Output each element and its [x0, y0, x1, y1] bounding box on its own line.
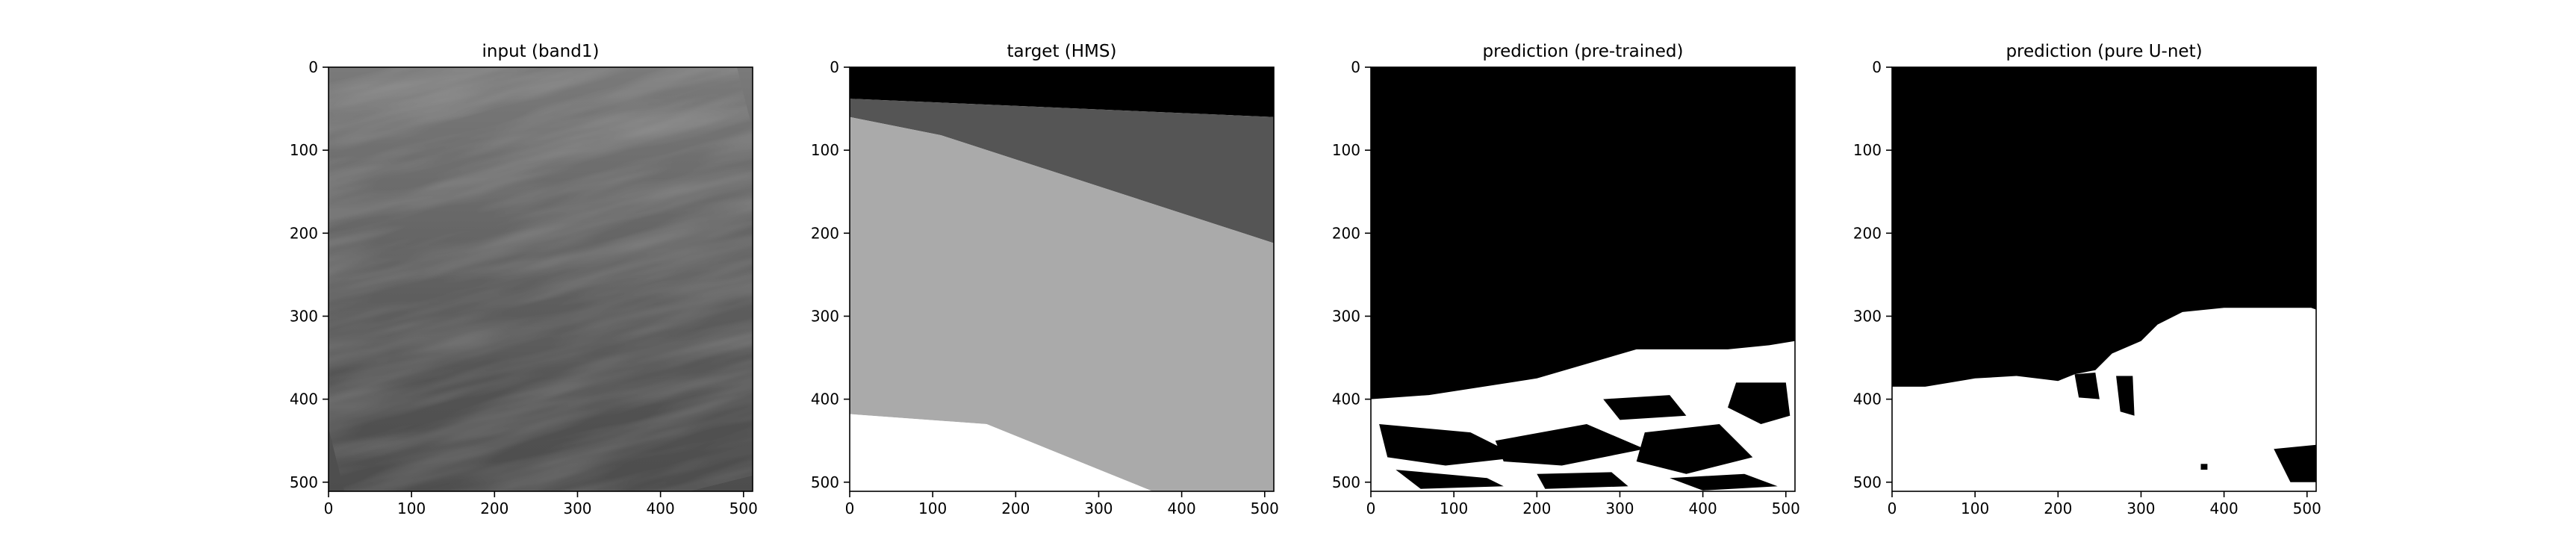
image-area	[1892, 67, 2316, 491]
x-tick-label: 200	[1001, 500, 1030, 517]
x-tick-label: 300	[1605, 500, 1634, 517]
y-tick-label: 300	[290, 307, 318, 325]
panel-target: target (HMS) 0 100 200 300 400 500 0 100 200 300 4…	[811, 42, 1279, 517]
mask-blob-dark	[1495, 424, 1645, 466]
mask-blob-dark	[1670, 473, 1778, 491]
x-tick-label: 100	[918, 500, 947, 517]
panel-title: prediction (pre-trained)	[1483, 42, 1684, 61]
mask-blob-dark	[1636, 424, 1753, 474]
mask-blob-dark	[1537, 472, 1628, 489]
y-tick-label: 0	[1351, 58, 1360, 76]
y-tick-label: 500	[290, 473, 318, 491]
y-tick-label: 400	[1332, 391, 1360, 408]
image-area	[1371, 67, 1795, 491]
cloud-texture	[329, 67, 753, 491]
x-tick-label: 500	[2293, 500, 2321, 517]
mask-blob-dark	[1728, 382, 1791, 424]
mask-blob-dark	[1396, 470, 1504, 489]
x-tick-label: 200	[2044, 500, 2072, 517]
y-tick-label: 300	[1853, 307, 1882, 325]
mask-blob-dark	[1379, 424, 1521, 466]
y-tick-label: 0	[1872, 58, 1882, 76]
mask-region-white	[1892, 308, 2316, 491]
y-tick-label: 500	[1853, 473, 1882, 491]
mask-blob-dark	[2116, 376, 2135, 416]
axes-frame	[1891, 66, 2317, 492]
panel-title: input (band1)	[482, 42, 600, 61]
x-tick-label: 400	[2210, 500, 2239, 517]
panel-prediction-pretrained: prediction (pre-trained) 0 100 200 300 400 50…	[1332, 42, 1800, 517]
y-tick-label: 200	[811, 224, 839, 242]
y-tick-label: 100	[1332, 141, 1360, 159]
y-tick-label: 300	[1332, 307, 1360, 325]
x-tick-label: 500	[1772, 500, 1800, 517]
y-tick-label: 200	[1332, 224, 1360, 242]
image-area	[329, 67, 753, 491]
panel-input: input (band1) 0 100 200 300 400 500 0 100 200 300…	[290, 42, 758, 517]
axes-frame	[1370, 66, 1796, 492]
panel-title: target (HMS)	[1007, 42, 1117, 61]
x-tick-label: 100	[397, 500, 426, 517]
y-tick-label: 400	[290, 391, 318, 408]
mask-blob-dark	[2074, 373, 2100, 399]
y-tick-label: 100	[811, 141, 839, 159]
y-tick-label: 200	[1853, 224, 1882, 242]
panel-title: prediction (pure U-net)	[2006, 42, 2202, 61]
mask-blob-dark	[2200, 464, 2208, 470]
x-tick-label: 500	[1251, 500, 1279, 517]
y-tick-label: 0	[308, 58, 318, 76]
y-tick-label: 500	[1332, 473, 1360, 491]
y-tick-label: 500	[811, 473, 839, 491]
y-tick-label: 100	[290, 141, 318, 159]
y-tick-label: 0	[830, 58, 839, 76]
x-tick-label: 0	[324, 500, 334, 517]
y-tick-label: 400	[1853, 391, 1882, 408]
x-tick-label: 100	[1961, 500, 1989, 517]
x-tick-label: 0	[1888, 500, 1897, 517]
y-tick-label: 300	[811, 307, 839, 325]
axes-frame	[849, 66, 1275, 492]
y-tick-label: 400	[811, 391, 839, 408]
x-tick-label: 200	[480, 500, 508, 517]
x-tick-label: 300	[1084, 500, 1113, 517]
x-tick-label: 500	[729, 500, 758, 517]
image-area	[850, 67, 1274, 491]
y-tick-label: 200	[290, 224, 318, 242]
x-tick-label: 300	[563, 500, 591, 517]
y-tick-label: 100	[1853, 141, 1882, 159]
mask-blob-dark	[1603, 395, 1687, 420]
x-tick-label: 300	[2127, 500, 2155, 517]
region-black	[850, 67, 1274, 117]
x-tick-label: 400	[1168, 500, 1196, 517]
x-tick-label: 0	[845, 500, 855, 517]
x-tick-label: 400	[647, 500, 675, 517]
x-tick-label: 100	[1440, 500, 1468, 517]
mask-blob-dark	[2274, 444, 2316, 482]
x-tick-label: 0	[1366, 500, 1376, 517]
region-white	[850, 414, 1153, 491]
panel-prediction-unet: prediction (pure U-net) 0 100 200 300 400 500…	[1853, 42, 2321, 517]
region-light-gray	[850, 116, 1274, 491]
x-tick-label: 200	[1522, 500, 1551, 517]
region-dark-gray	[850, 99, 1274, 243]
axes-frame	[328, 66, 753, 492]
x-tick-label: 400	[1689, 500, 1717, 517]
